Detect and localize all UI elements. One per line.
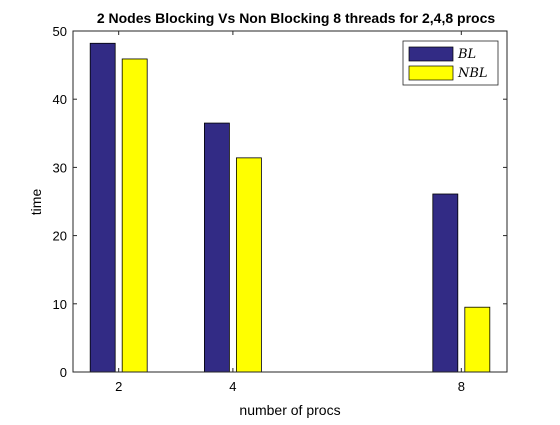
bar-bl-4 bbox=[203, 122, 230, 373]
x-ticks: 2 4 8 bbox=[115, 31, 465, 394]
legend-swatch-nbl bbox=[408, 65, 454, 81]
x-tick-label-8: 8 bbox=[458, 379, 465, 394]
legend-label-nbl: NBL bbox=[457, 66, 488, 81]
y-tick-label-10: 10 bbox=[53, 297, 67, 312]
y-tick-label-40: 40 bbox=[53, 92, 67, 107]
legend: BL NBL bbox=[402, 40, 499, 86]
y-ticks: 0 10 20 30 40 50 bbox=[53, 24, 507, 380]
y-tick-label-30: 30 bbox=[53, 160, 67, 175]
bar-bl-8 bbox=[432, 193, 459, 373]
x-axis-label: number of procs bbox=[239, 402, 340, 418]
chart-title: 2 Nodes Blocking Vs Non Blocking 8 threa… bbox=[97, 10, 496, 26]
y-tick-label-0: 0 bbox=[60, 365, 67, 380]
bar-nbl-4 bbox=[235, 157, 262, 373]
y-tick-label-50: 50 bbox=[53, 24, 67, 39]
legend-label-bl: BL bbox=[457, 47, 476, 62]
plot-frame bbox=[72, 30, 508, 373]
bar-nbl-2 bbox=[121, 58, 148, 373]
bars-group bbox=[89, 42, 491, 373]
legend-swatch-bl bbox=[408, 46, 454, 62]
bar-bl-2 bbox=[89, 42, 116, 373]
y-axis-label: time bbox=[28, 189, 44, 216]
bar-nbl-8 bbox=[464, 306, 491, 373]
x-tick-label-4: 4 bbox=[229, 379, 236, 394]
y-tick-label-20: 20 bbox=[53, 229, 67, 244]
x-tick-label-2: 2 bbox=[115, 379, 122, 394]
